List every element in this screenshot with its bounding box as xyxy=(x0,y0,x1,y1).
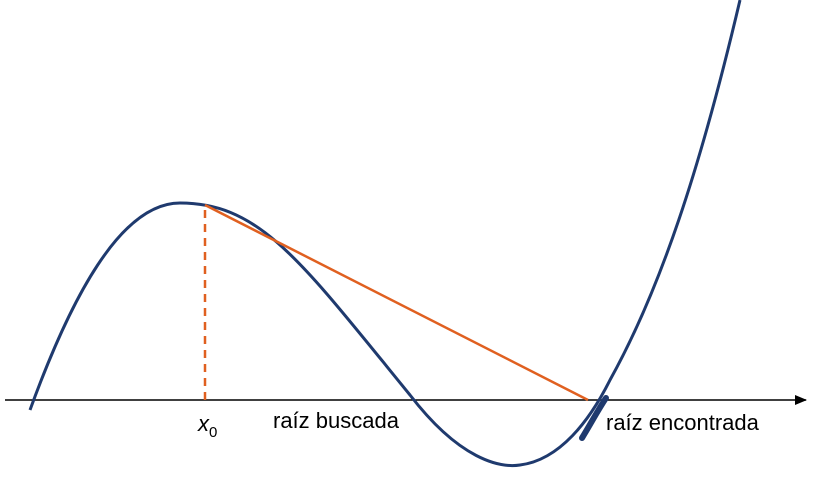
x0-symbol: x xyxy=(197,411,210,436)
function-curve xyxy=(28,0,742,467)
found-root-label: raíz encontrada xyxy=(606,410,760,435)
x0-label: x0 xyxy=(197,411,217,441)
found-root-highlight xyxy=(579,395,609,441)
x0-subscript: 0 xyxy=(209,424,217,441)
tangent-line xyxy=(204,203,589,402)
target-root-label: raíz buscada xyxy=(273,408,400,433)
